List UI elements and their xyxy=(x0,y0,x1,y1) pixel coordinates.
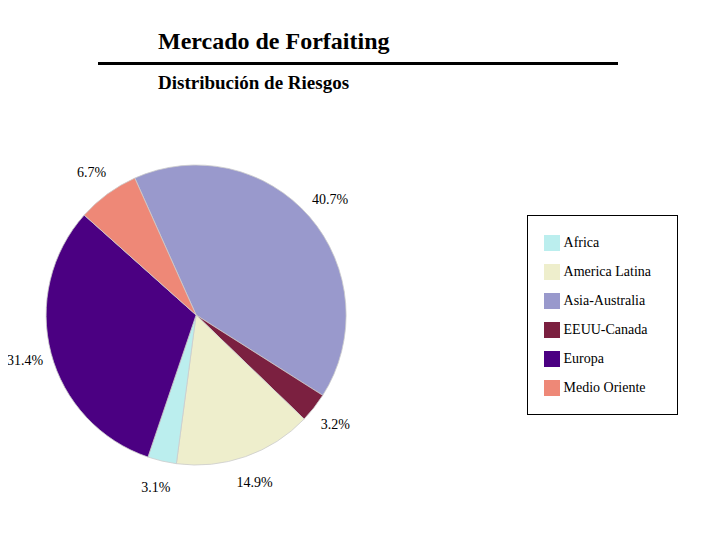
svg-text:6.7%: 6.7% xyxy=(77,165,107,180)
svg-text:31.4%: 31.4% xyxy=(8,353,43,368)
html-text:Africa: Africa xyxy=(563,235,600,250)
html-text:Mercado de Forfaiting: Mercado de Forfaiting xyxy=(158,28,390,54)
svg-text:40.7%: 40.7% xyxy=(312,192,349,207)
svg-text:3.2%: 3.2% xyxy=(321,417,351,432)
html-text:Distribución de Riesgos: Distribución de Riesgos xyxy=(158,72,350,93)
html-text:Europa: Europa xyxy=(563,351,604,366)
html-text:EEUU-Canada: EEUU-Canada xyxy=(563,322,648,337)
html-text:Medio Oriente: Medio Oriente xyxy=(563,380,646,395)
html-text:America Latina: America Latina xyxy=(563,264,651,279)
svg-text:3.1%: 3.1% xyxy=(141,480,171,495)
svg-text:14.9%: 14.9% xyxy=(236,475,273,490)
html-text:Asia-Australia: Asia-Australia xyxy=(563,293,646,308)
